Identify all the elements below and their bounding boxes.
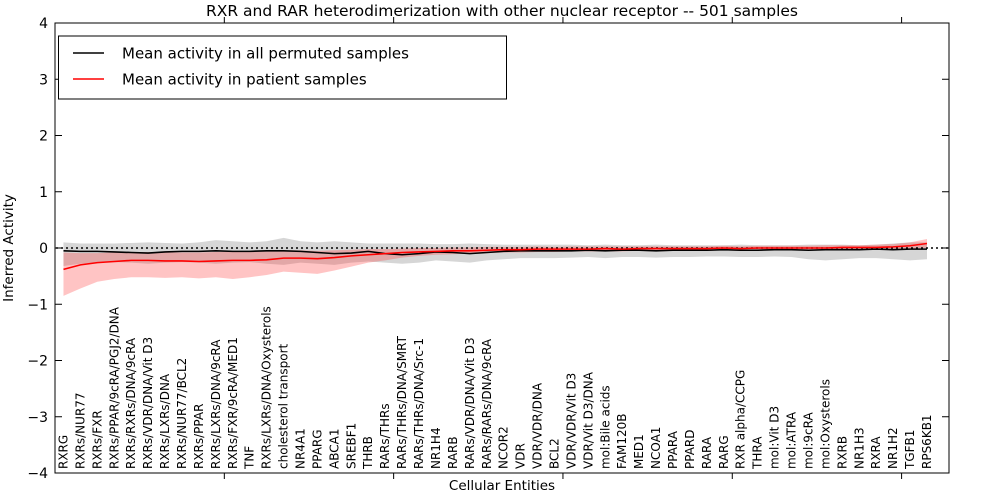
x-category-label: RARs/VDR/DNA/Vit D3	[463, 337, 477, 469]
x-category-label: RARB	[446, 436, 460, 469]
x-category-label: RXRs/PPAR/9cRA/PGJ2/DNA	[107, 306, 121, 469]
x-category-label: RARs/RARs/DNA/9cRA	[480, 338, 494, 469]
permuted-mean-line	[63, 248, 927, 256]
legend-label-patient: Mean activity in patient samples	[122, 71, 367, 89]
x-category-label: RXRs/LXRs/DNA	[158, 373, 172, 469]
x-category-label: RXRB	[835, 436, 849, 469]
legend: Mean activity in all permuted samples Me…	[58, 35, 507, 100]
x-category-label: THRB	[361, 436, 375, 470]
x-category-label: RARA	[700, 436, 714, 469]
x-category-label: PPARA	[666, 430, 680, 469]
y-tick-label: −1	[27, 297, 48, 313]
x-category-label: mol:Bile acids	[598, 385, 612, 469]
x-category-label: TNF	[243, 446, 257, 470]
x-category-label: RXRs/LXRs/DNA/9cRA	[209, 339, 223, 469]
y-tick-label: −4	[27, 466, 48, 482]
x-category-label: RPS6KB1	[920, 414, 934, 469]
y-tick-label: 4	[39, 16, 48, 32]
x-category-label: RXRs/LXRs/DNA/Oxysterols	[260, 306, 274, 469]
x-category-label: MED1	[632, 434, 646, 469]
x-category-label: RXR alpha/CCPG	[734, 370, 748, 469]
y-tick-label: 0	[39, 241, 48, 257]
legend-box	[58, 35, 507, 100]
legend-label-permuted: Mean activity in all permuted samples	[122, 45, 409, 63]
x-category-label: RXRs/NUR77/BCL2	[175, 358, 189, 469]
x-category-label: mol:Vit D3	[768, 406, 782, 469]
x-axis-label: Cellular Entities	[449, 478, 555, 494]
x-category-label: TGFB1	[903, 430, 917, 470]
x-category-label: RARG	[717, 435, 731, 469]
x-category-label: VDR	[514, 443, 528, 469]
x-category-label: VDR/VDR/Vit D3	[564, 373, 578, 469]
y-tick-label: −3	[27, 410, 48, 426]
x-category-label: FAM120B	[615, 414, 629, 470]
x-category-label: SREBF1	[344, 423, 358, 469]
x-category-label: RXRA	[869, 436, 883, 469]
x-category-label: RARs/THRs/DNA/SMRT	[395, 335, 409, 469]
y-tick-label: −2	[27, 354, 48, 370]
y-tick-label: 1	[39, 185, 48, 201]
x-category-label: RXRs/FXR/9cRA/MED1	[226, 337, 240, 469]
x-category-label: RARs/THRs	[378, 403, 392, 469]
chart-title: RXR and RAR heterodimerization with othe…	[206, 2, 798, 20]
x-category-label: PPARG	[310, 429, 324, 469]
x-category-label: RXRs/VDR/DNA/Vit D3	[141, 337, 155, 469]
y-tick-label: 3	[39, 72, 48, 88]
x-category-label: mol:Oxysterols	[818, 379, 832, 469]
x-category-label: VDR/Vit D3/DNA	[581, 371, 595, 469]
x-category-label: NR1H4	[429, 427, 443, 469]
x-category-label: PPARD	[683, 430, 697, 470]
x-category-label: cholesterol transport	[277, 343, 291, 469]
x-category-label: mol:9cRA	[801, 412, 815, 469]
x-category-label: mol:ATRA	[785, 411, 799, 469]
y-tick-label: 2	[39, 129, 48, 145]
x-category-label: RXRs/FXR	[90, 410, 104, 469]
x-category-label: RARs/THRs/DNA/Src-1	[412, 338, 426, 469]
x-category-label: NR4A1	[294, 428, 308, 469]
x-category-label: NR1H3	[852, 427, 866, 469]
y-axis-label: Inferred Activity	[1, 194, 17, 302]
confidence-bands	[63, 237, 927, 296]
x-category-label: NR1H2	[886, 427, 900, 469]
x-category-label: VDR/VDR/DNA	[531, 382, 545, 469]
x-category-label: ABCA1	[327, 429, 341, 469]
patient-mean-line	[63, 242, 928, 271]
x-category-label: NCOR2	[497, 426, 511, 469]
x-category-labels: RXRG RXRs/NUR77 RXRs/FXR RXRs/PPAR/9cRA/PGJ…	[56, 306, 934, 470]
axis-ticks	[55, 17, 949, 479]
x-category-label: NCOA1	[649, 427, 663, 469]
x-category-label: BCL2	[547, 438, 561, 469]
patient-band	[63, 239, 927, 296]
x-category-label: THRA	[751, 436, 765, 470]
x-category-label: RXRs/RXRs/DNA/9cRA	[124, 337, 138, 469]
x-category-label: RXRs/NUR77	[73, 392, 87, 469]
series-lines	[63, 242, 928, 271]
x-category-label: RXRG	[56, 435, 70, 469]
y-tick-labels: −4 −3 −2 −1 0 1 2 3 4	[27, 16, 48, 482]
x-category-label: RXRs/PPAR	[192, 404, 206, 469]
